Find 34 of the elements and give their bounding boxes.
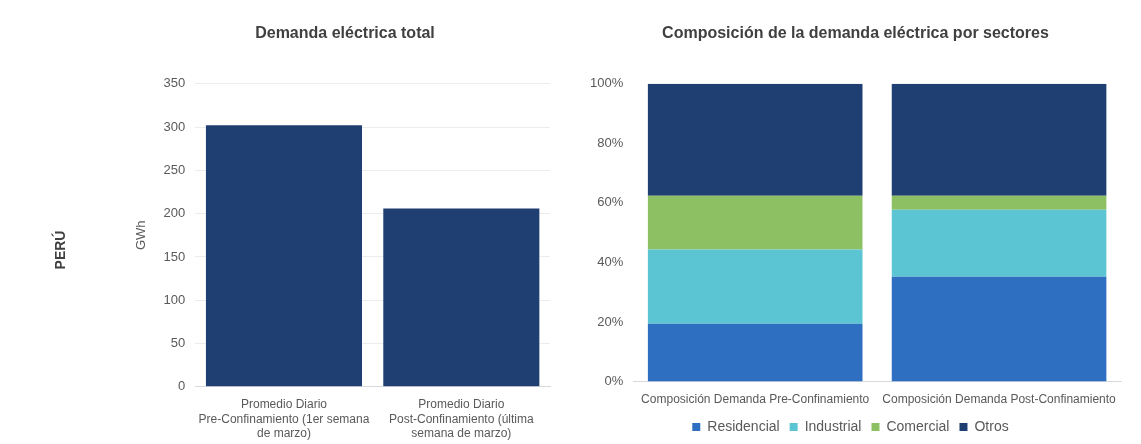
bar [891,276,1107,382]
y-tick-label: 200 [163,205,186,221]
bar [891,83,1107,196]
bar [647,249,863,324]
y-tick-label: 250 [163,161,186,177]
legend-label: Residencial [707,417,780,434]
x-tick-label: Composición Demanda Post-Confinamiento [882,392,1117,407]
y-tick-label: 300 [163,118,186,134]
x-tick-label: Promedio Diario Pre-Confinamiento (1er semana de marzo) [198,397,370,441]
y-tick-label: 0% [604,373,624,389]
y-tick-label: 20% [597,313,624,329]
x-tick-label: Composición Demanda Pre-Confinamiento [641,392,870,407]
bar [647,195,863,250]
bar [647,83,863,196]
y-tick-label: 50 [170,335,186,351]
bar [891,195,1107,210]
y-tick-label: 100% [590,75,624,91]
chart-title: Demanda eléctrica total [254,23,436,43]
legend-label: Otros [974,417,1009,434]
bar [891,209,1107,277]
text: PERÚ [52,230,68,270]
y-tick-label: 40% [597,254,624,270]
y-tick-label: 350 [163,75,186,91]
x-tick-label: Promedio Diario Post-Confinamiento (última semana de marzo) [388,397,535,441]
y-tick-label: 100 [163,291,186,307]
chart-title: Composición de la demanda eléctrica por sectores [661,23,1050,43]
y-tick-label: 150 [163,248,186,264]
y-tick-label: 80% [597,134,624,150]
y-tick-label: 60% [597,194,624,210]
y-axis-title: GWh [133,220,149,251]
legend-label: Industrial [804,417,862,434]
y-tick-label: 0 [178,378,186,394]
bar [647,323,863,382]
legend-label: Comercial [886,417,950,434]
